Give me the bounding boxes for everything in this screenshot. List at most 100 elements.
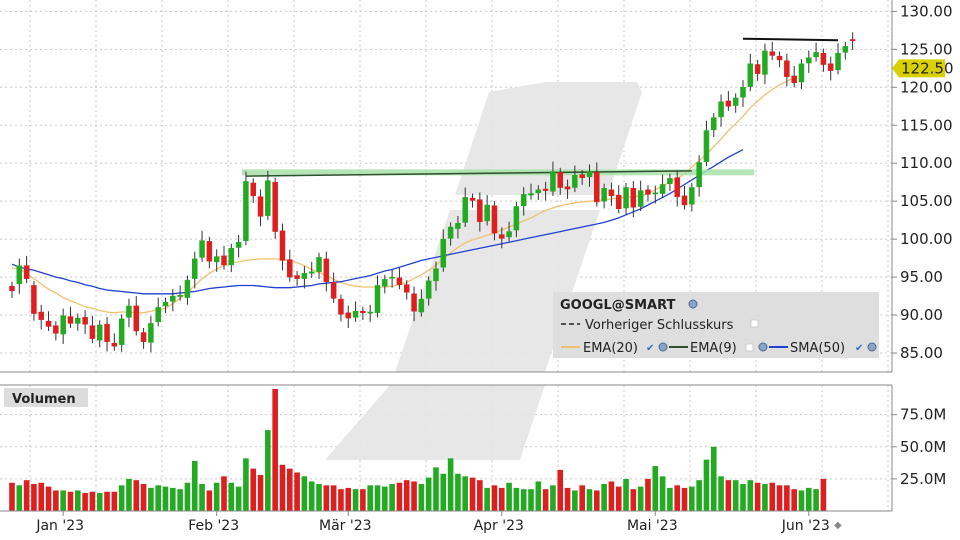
candle-body	[82, 317, 88, 325]
candle-body	[740, 87, 746, 98]
volume-bar	[813, 489, 819, 511]
candle-body	[608, 189, 615, 197]
volume-bar	[148, 487, 154, 511]
prev-close-checkbox[interactable]	[750, 319, 759, 328]
resistance-zone[interactable]	[241, 169, 755, 176]
volume-bar	[542, 489, 549, 511]
candle-body	[316, 257, 322, 273]
sma50-line	[11, 149, 744, 295]
volume-bar	[155, 485, 161, 511]
volume-bar	[608, 481, 615, 511]
volume-bar	[740, 484, 746, 511]
candle-body	[506, 231, 512, 238]
price-axis-ticks: 85.00 90.00 95.00 100.00 105.00 110.00 115.00 1…	[892, 2, 953, 362]
volume-bar	[382, 486, 388, 511]
candle-body	[594, 172, 600, 203]
volume-bar	[96, 493, 103, 511]
volume-bar	[469, 477, 476, 511]
candle-body	[308, 271, 315, 274]
volume-bar	[235, 486, 242, 511]
legend-prev-close: Vorheriger Schlusskurs	[585, 318, 734, 333]
ema9-settings-icon[interactable]	[758, 342, 768, 352]
candle-body	[272, 181, 278, 232]
ema20-settings-icon[interactable]	[658, 342, 668, 352]
candle-body	[645, 189, 651, 195]
candle-body	[345, 312, 352, 319]
volume-bar	[762, 484, 768, 511]
volume-bar	[557, 469, 564, 511]
volume-bar	[140, 484, 147, 511]
candle-body	[155, 307, 161, 323]
candle-body	[148, 323, 154, 343]
volume-bar	[433, 467, 439, 511]
symbol-settings-icon[interactable]	[688, 299, 698, 309]
candle-body	[243, 181, 249, 241]
volume-bar	[769, 482, 776, 511]
price-tick-label: 125.00	[900, 40, 953, 58]
candle-body	[16, 265, 23, 285]
time-tick-label: Mär '23	[319, 518, 372, 534]
volume-bar	[732, 480, 739, 511]
legend-ema20: EMA(20)	[583, 341, 638, 356]
candle-body	[623, 187, 629, 209]
candle-body	[659, 184, 666, 194]
ema9-checkbox[interactable]	[745, 343, 754, 352]
candle-body	[192, 258, 198, 279]
volume-bar	[23, 480, 30, 511]
resistance-line[interactable]	[245, 170, 692, 177]
volume-bar	[615, 486, 622, 511]
volume-bar	[659, 476, 666, 511]
volume-bar	[791, 489, 797, 511]
volume-bar	[367, 485, 373, 511]
candle-body	[718, 101, 724, 118]
candle-body	[491, 205, 498, 234]
candle-body	[360, 311, 366, 314]
candle-body	[45, 320, 52, 327]
candle-body	[9, 285, 15, 292]
volume-bar	[250, 468, 257, 511]
sma50-settings-icon[interactable]	[867, 342, 877, 352]
volume-bar	[579, 485, 585, 511]
volume-bar	[38, 482, 45, 511]
volume-bar	[594, 490, 600, 511]
candle-body	[323, 258, 330, 282]
volume-bar	[74, 490, 81, 511]
volume-bar	[104, 491, 110, 511]
trendline-annotations[interactable]	[241, 37, 839, 177]
volume-bar	[601, 484, 607, 511]
candle-body	[469, 197, 476, 201]
legend-background	[553, 292, 879, 358]
candle-body	[75, 317, 81, 324]
candle-body	[367, 311, 373, 314]
candle-body	[287, 259, 293, 278]
ema20-check-icon[interactable]: ✔	[646, 343, 654, 354]
candle-body	[667, 178, 673, 184]
volume-bar	[338, 489, 344, 511]
candle-body	[520, 194, 527, 206]
volume-bar	[696, 480, 702, 511]
candle-body	[382, 279, 388, 287]
time-cursor-marker-icon[interactable]: ◆	[834, 520, 842, 531]
volume-bar	[425, 477, 432, 511]
high-resistance-line[interactable]	[742, 37, 839, 42]
candle-body	[31, 285, 37, 314]
chart-legend[interactable]: GOOGL@SMART Vorheriger Schlusskurs EMA(2…	[553, 292, 879, 358]
candle-body	[725, 100, 732, 107]
candle-body	[732, 97, 739, 106]
candle-body	[67, 316, 74, 324]
price-tick-label: 105.00	[900, 192, 953, 210]
legend-ema9: EMA(9)	[690, 341, 737, 356]
volume-bar	[374, 485, 381, 511]
volume-bar	[272, 389, 278, 511]
volume-bar	[389, 484, 395, 511]
candle-body	[696, 162, 702, 188]
candle-body	[60, 315, 66, 335]
candle-body	[484, 204, 490, 222]
candle-body	[301, 273, 308, 279]
candle-body	[265, 180, 271, 216]
volume-title-box	[4, 388, 88, 407]
volume-bar	[323, 485, 330, 511]
sma50-check-icon[interactable]: ✔	[855, 343, 863, 354]
price-tick-label: 120.00	[900, 78, 953, 96]
